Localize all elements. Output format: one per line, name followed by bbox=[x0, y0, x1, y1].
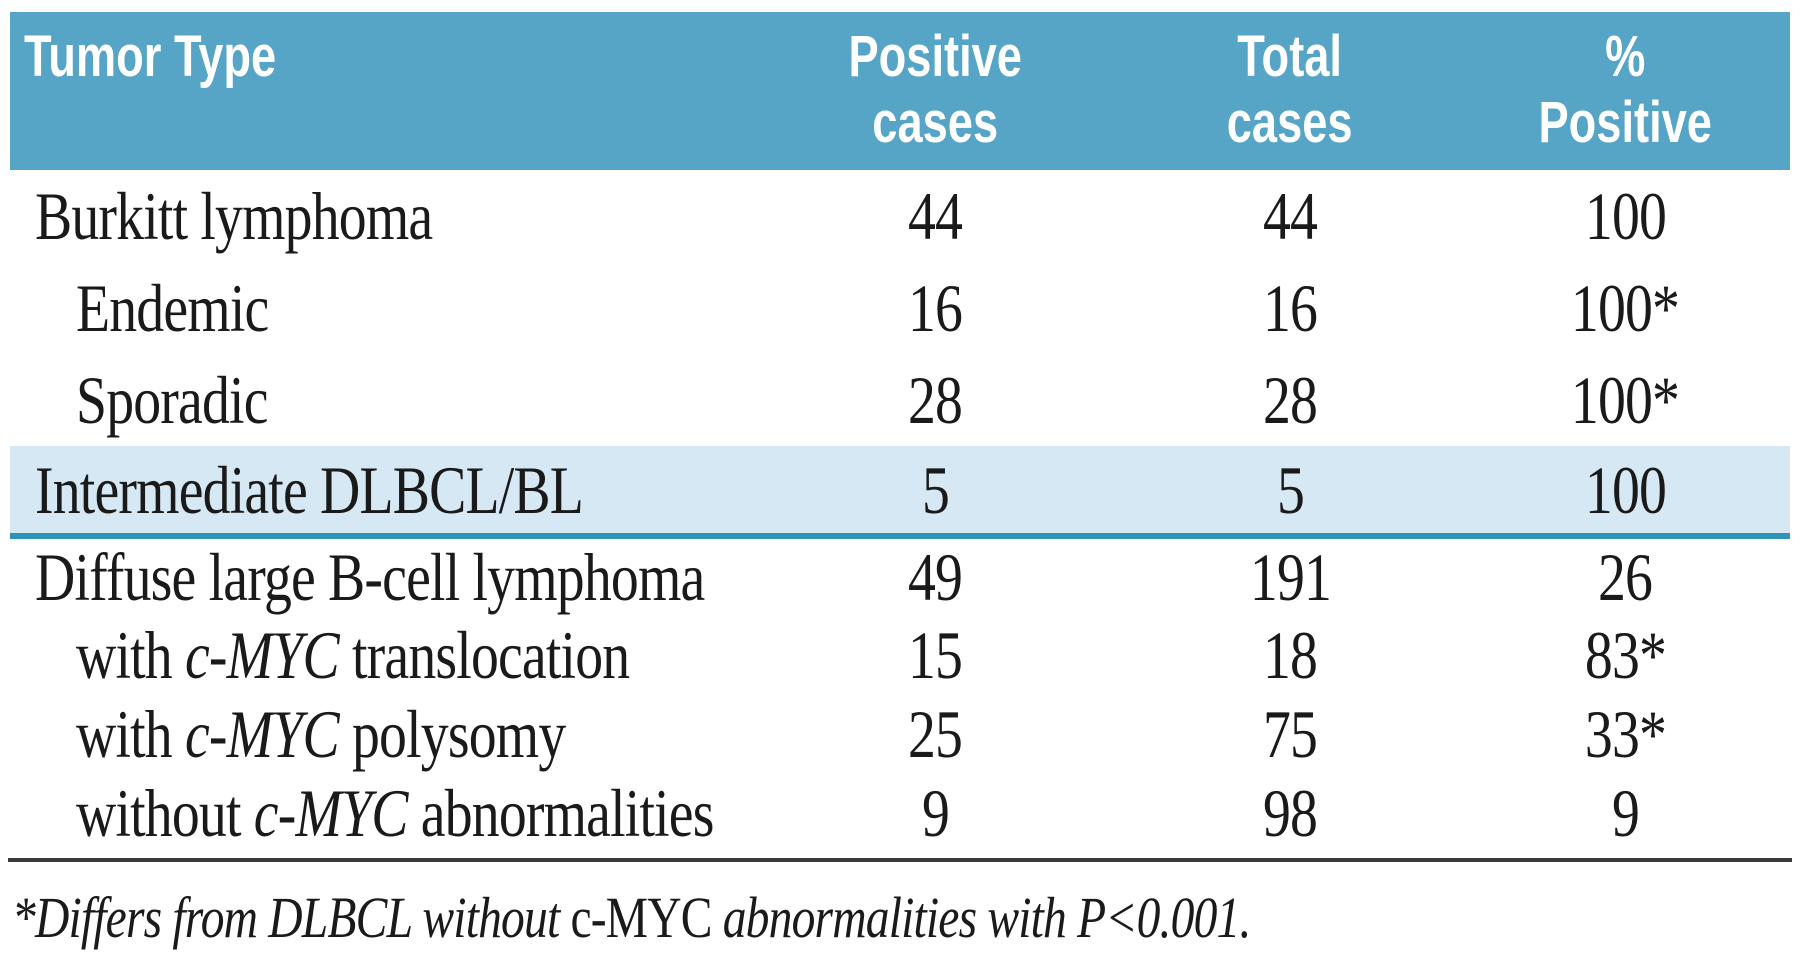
row-label-cell: Burkitt lymphoma bbox=[35, 178, 433, 254]
positive-cases-cell: 9 bbox=[921, 774, 949, 851]
positive-cases-cell: 44 bbox=[907, 178, 963, 254]
row-label-cell: with c-MYC polysomy bbox=[76, 695, 566, 772]
results-table: Tumor Type Positive cases Total cases % Pos… bbox=[10, 12, 1790, 852]
table-row: with c-MYC translocation 15 18 83* bbox=[10, 615, 1790, 694]
table-row: Endemic 16 16 100* bbox=[10, 262, 1790, 354]
total-cases-cell: 16 bbox=[1262, 270, 1318, 346]
gene-name: c-MYC bbox=[253, 774, 409, 851]
header-row: Tumor Type Positive cases Total cases % Pos… bbox=[10, 12, 1790, 170]
total-cases-cell: 5 bbox=[1120, 446, 1460, 539]
row-label-cell: Diffuse large B-cell lymphoma bbox=[35, 539, 705, 615]
positive-cases-cell: 16 bbox=[907, 270, 963, 346]
table-figure: Tumor Type Positive cases Total cases % Pos… bbox=[0, 12, 1800, 979]
col-header-tumor-type: Tumor Type bbox=[10, 12, 750, 170]
positive-cases-cell: 25 bbox=[907, 695, 963, 772]
footnote: *Differs from DLBCL without c-MYC abnorm… bbox=[12, 885, 1251, 950]
positive-cases-cell: 15 bbox=[907, 616, 963, 693]
gene-name: c-MYC bbox=[184, 616, 340, 693]
gene-name: c-MYC bbox=[570, 885, 712, 950]
percent-positive-cell: 100* bbox=[1570, 362, 1680, 438]
total-cases-cell: 75 bbox=[1262, 695, 1318, 772]
row-label-cell: with c-MYC translocation bbox=[76, 616, 630, 693]
table-row: Diffuse large B-cell lymphoma 49 191 26 bbox=[10, 536, 1790, 615]
positive-cases-cell: 28 bbox=[907, 362, 963, 438]
row-label-cell: Intermediate DLBCL/BL bbox=[10, 446, 750, 539]
percent-positive-cell: 9 bbox=[1611, 774, 1639, 851]
percent-positive-cell: 26 bbox=[1597, 539, 1653, 615]
total-cases-cell: 44 bbox=[1262, 178, 1318, 254]
row-label-cell: Sporadic bbox=[76, 362, 268, 438]
row-label-cell: Endemic bbox=[76, 270, 269, 346]
table-row: without c-MYC abnormalities 9 98 9 bbox=[10, 773, 1790, 852]
percent-positive-cell: 100 bbox=[1460, 446, 1790, 539]
col-header-percent-positive: % Positive bbox=[1460, 12, 1790, 170]
percent-positive-cell: 83* bbox=[1584, 616, 1666, 693]
total-cases-cell: 18 bbox=[1262, 616, 1318, 693]
positive-cases-cell: 49 bbox=[907, 539, 963, 615]
table-row: with c-MYC polysomy 25 75 33* bbox=[10, 694, 1790, 773]
total-cases-cell: 191 bbox=[1249, 539, 1331, 615]
row-label-cell: without c-MYC abnormalities bbox=[76, 774, 714, 851]
col-header-total-cases: Total cases bbox=[1120, 12, 1460, 170]
table-row: Sporadic 28 28 100* bbox=[10, 354, 1790, 446]
table-row-highlighted: Intermediate DLBCL/BL 5 5 100 bbox=[10, 446, 1790, 539]
percent-positive-cell: 33* bbox=[1584, 695, 1666, 772]
footnote-divider bbox=[8, 858, 1792, 862]
total-cases-cell: 98 bbox=[1262, 774, 1318, 851]
gene-name: c-MYC bbox=[184, 695, 340, 772]
col-header-positive-cases: Positive cases bbox=[750, 12, 1120, 170]
percent-positive-cell: 100* bbox=[1570, 270, 1680, 346]
positive-cases-cell: 5 bbox=[750, 446, 1120, 539]
percent-positive-cell: 100 bbox=[1584, 178, 1666, 254]
total-cases-cell: 28 bbox=[1262, 362, 1318, 438]
table-row: Burkitt lymphoma 44 44 100 bbox=[10, 170, 1790, 262]
